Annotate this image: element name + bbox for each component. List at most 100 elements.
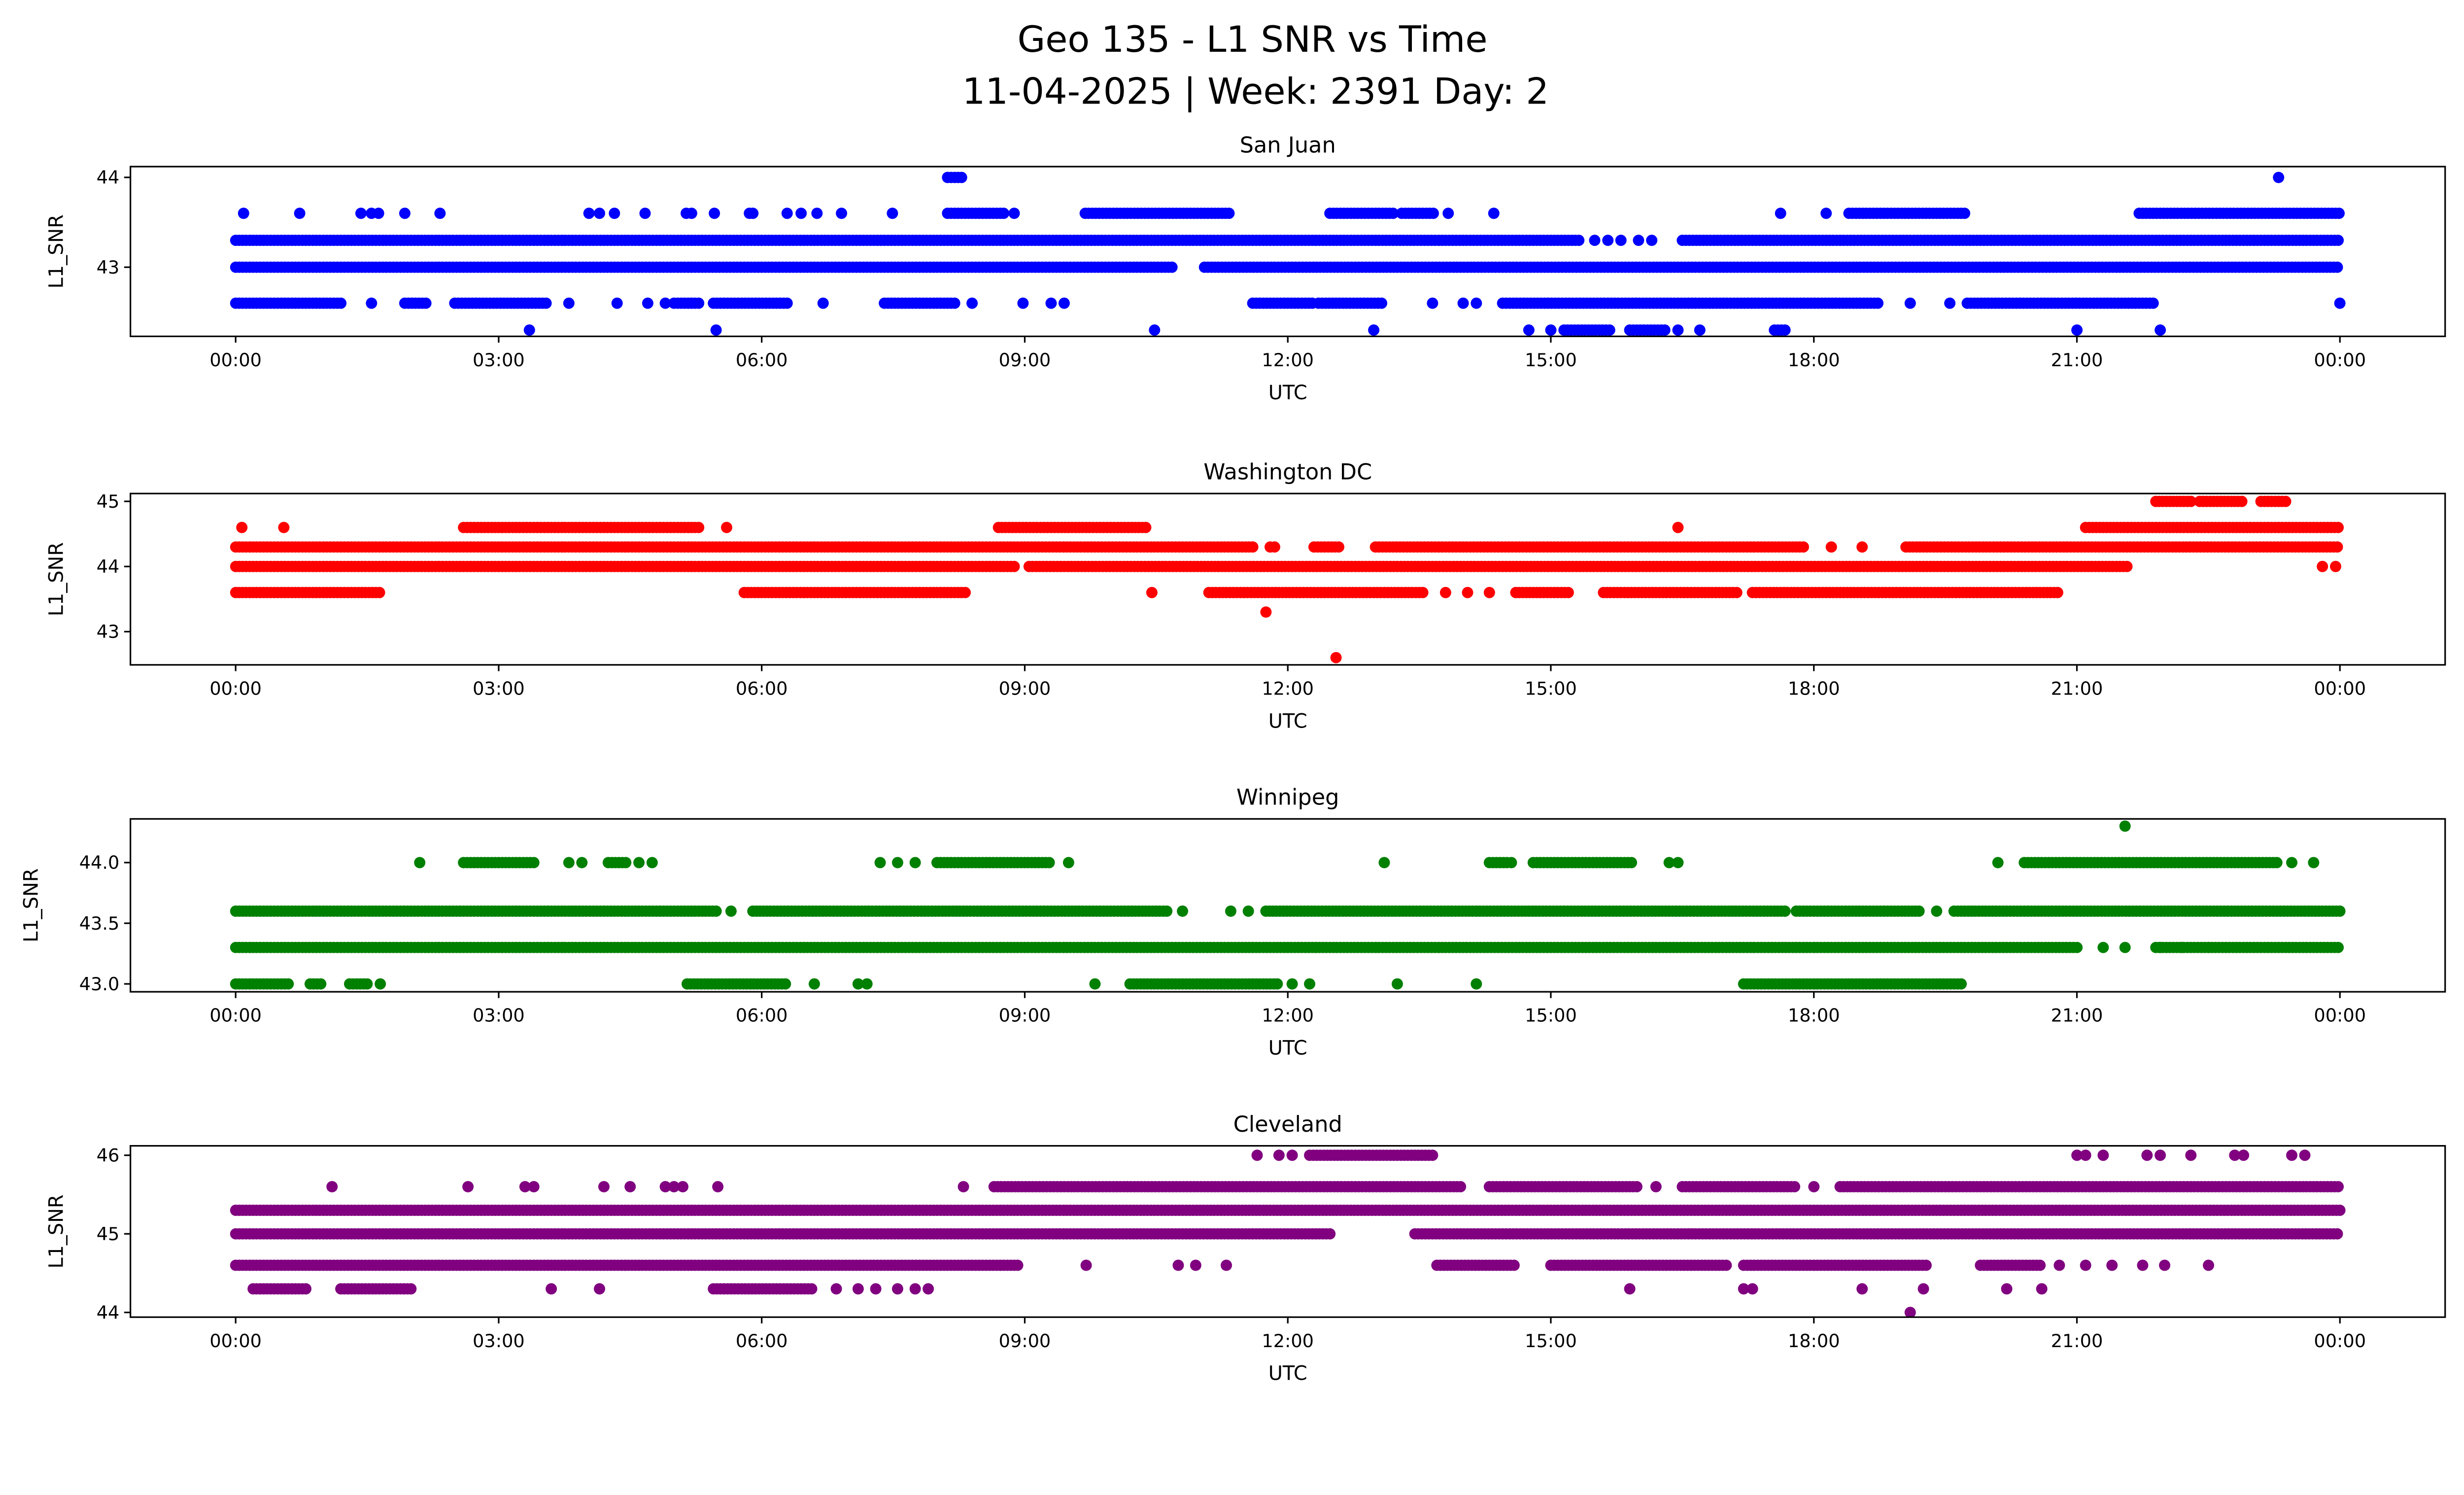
data-point: [540, 297, 552, 309]
data-point: [2331, 261, 2343, 273]
data-point: [781, 297, 793, 309]
data-point: [2203, 941, 2214, 953]
data-point: [685, 208, 697, 219]
x-tick-label: 18:00: [1788, 678, 1840, 699]
data-point: [1008, 560, 1020, 572]
data-point: [1177, 905, 1189, 917]
x-tick-label: 09:00: [999, 1005, 1051, 1026]
x-tick-label: 00:00: [209, 349, 262, 371]
data-point: [2119, 820, 2131, 832]
data-point: [1247, 541, 1259, 553]
data-point: [2333, 208, 2345, 219]
x-tick-label: 00:00: [209, 1005, 262, 1026]
data-point: [808, 978, 820, 990]
data-point: [1391, 978, 1403, 990]
data-point: [1387, 208, 1399, 219]
y-tick-label: 43.5: [79, 913, 120, 934]
data-point: [710, 324, 722, 336]
x-tick-label: 21:00: [2051, 678, 2103, 699]
data-point: [2155, 941, 2166, 953]
data-point: [1646, 235, 1658, 246]
y-tick-label: 44: [97, 167, 120, 188]
subplot-winnipeg: 00:00 03:00 06:00 09:00 12:00 15:00 18:00 21:00…: [20, 785, 2446, 1060]
data-point: [576, 857, 588, 869]
data-point: [1223, 208, 1235, 219]
x-tick-label: 00:00: [2314, 678, 2366, 699]
data-point: [874, 857, 886, 869]
scatter-series: [230, 820, 2346, 990]
data-point: [1368, 324, 1380, 336]
data-point: [1779, 905, 1791, 917]
data-point: [1376, 297, 1388, 309]
data-point: [1604, 324, 1615, 336]
data-point: [780, 978, 791, 990]
subplots: 00:00 03:00 06:00 09:00 12:00 15:00 18:00 21:00…: [20, 132, 2446, 1385]
data-point: [1797, 541, 1809, 553]
data-point: [1462, 587, 1473, 598]
data-point: [1427, 297, 1438, 309]
data-point: [2317, 560, 2328, 572]
subplot-cleveland: 00:00 03:00 06:00 09:00 12:00 15:00 18:00 21:00…: [45, 1112, 2446, 1385]
data-point: [1506, 857, 1517, 869]
data-point: [523, 324, 535, 336]
data-point: [282, 978, 294, 990]
y-tick-label: 45: [97, 491, 120, 512]
data-point: [399, 208, 411, 219]
data-point: [1333, 541, 1344, 553]
data-point: [1545, 324, 1557, 336]
data-point: [2147, 297, 2159, 309]
data-point: [2280, 495, 2292, 507]
data-point: [1663, 857, 1675, 869]
data-point: [781, 208, 793, 219]
scatter-series: [230, 495, 2344, 663]
data-point: [1913, 905, 1925, 917]
data-point: [646, 857, 658, 869]
x-tick-label: 00:00: [2314, 1005, 2366, 1026]
data-point: [1008, 208, 1020, 219]
data-point: [710, 905, 722, 917]
subplot-washington-dc: 00:00 03:00 06:00 09:00 12:00 15:00 18:00 21:00…: [45, 459, 2446, 732]
data-point: [2332, 235, 2344, 246]
y-tick-label: 44.0: [79, 852, 120, 873]
x-tick-label: 06:00: [736, 349, 788, 371]
x-tick-label: 18:00: [1788, 349, 1840, 371]
data-point: [1442, 208, 1454, 219]
data-point: [1731, 587, 1743, 598]
data-point: [1959, 208, 1971, 219]
x-tick-label: 12:00: [1262, 678, 1314, 699]
data-point: [1166, 261, 1178, 273]
y-axis-label: L1_SNR: [20, 869, 43, 942]
x-axis-label: UTC: [1268, 710, 1307, 732]
y-axis-label: L1_SNR: [45, 214, 68, 288]
data-point: [2052, 587, 2063, 598]
data-point: [611, 297, 623, 309]
data-point: [1992, 857, 2004, 869]
data-point: [817, 297, 829, 309]
data-point: [1589, 235, 1601, 246]
x-tick-label: 15:00: [1525, 349, 1577, 371]
data-point: [2332, 522, 2344, 533]
data-point: [2236, 495, 2248, 507]
data-point: [2071, 324, 2083, 336]
data-point: [528, 857, 540, 869]
data-point: [1931, 905, 1943, 917]
data-point: [693, 522, 705, 533]
data-point: [1471, 297, 1482, 309]
y-tick-label: 43: [97, 257, 120, 278]
data-point: [1260, 606, 1272, 618]
y-tick-label: 43.0: [79, 973, 120, 995]
data-point: [620, 857, 632, 869]
figure: Geo 135 - L1 SNR vs Time 11-04-2025 | We…: [20, 19, 2446, 1385]
data-point: [1471, 978, 1482, 990]
data-point: [1268, 541, 1280, 553]
data-point: [1779, 324, 1791, 336]
data-point: [375, 978, 386, 990]
data-point: [2308, 857, 2320, 869]
data-point: [1672, 522, 1684, 533]
data-point: [642, 297, 653, 309]
data-point: [361, 978, 373, 990]
y-tick-label: 44: [97, 556, 120, 577]
data-point: [1457, 297, 1469, 309]
data-point: [563, 857, 575, 869]
data-point: [1672, 857, 1684, 869]
